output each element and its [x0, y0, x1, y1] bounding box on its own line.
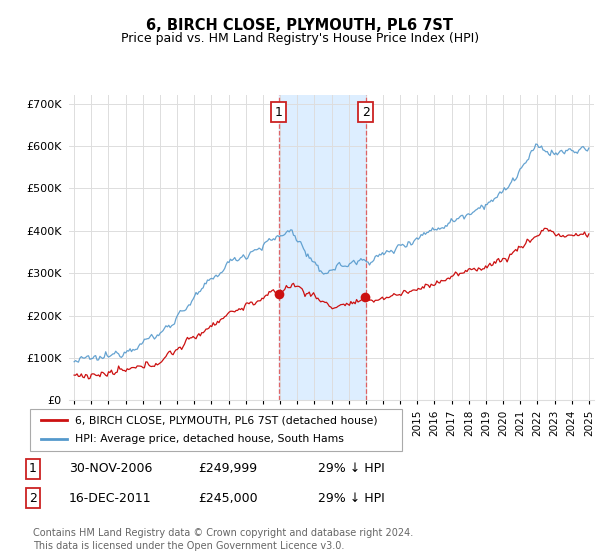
- Text: 6, BIRCH CLOSE, PLYMOUTH, PL6 7ST (detached house): 6, BIRCH CLOSE, PLYMOUTH, PL6 7ST (detac…: [74, 415, 377, 425]
- Text: 16-DEC-2011: 16-DEC-2011: [69, 492, 152, 505]
- Text: 29% ↓ HPI: 29% ↓ HPI: [318, 462, 385, 475]
- Text: £245,000: £245,000: [198, 492, 257, 505]
- Text: 29% ↓ HPI: 29% ↓ HPI: [318, 492, 385, 505]
- Text: 1: 1: [275, 106, 283, 119]
- Text: Contains HM Land Registry data © Crown copyright and database right 2024.
This d: Contains HM Land Registry data © Crown c…: [33, 528, 413, 550]
- Text: 30-NOV-2006: 30-NOV-2006: [69, 462, 152, 475]
- Text: £249,999: £249,999: [198, 462, 257, 475]
- Text: 6, BIRCH CLOSE, PLYMOUTH, PL6 7ST: 6, BIRCH CLOSE, PLYMOUTH, PL6 7ST: [146, 18, 454, 33]
- Text: 1: 1: [29, 462, 37, 475]
- Bar: [278, 95, 366, 400]
- Text: Price paid vs. HM Land Registry's House Price Index (HPI): Price paid vs. HM Land Registry's House …: [121, 32, 479, 45]
- Text: HPI: Average price, detached house, South Hams: HPI: Average price, detached house, Sout…: [74, 435, 344, 445]
- Text: 2: 2: [362, 106, 370, 119]
- Text: 2: 2: [29, 492, 37, 505]
